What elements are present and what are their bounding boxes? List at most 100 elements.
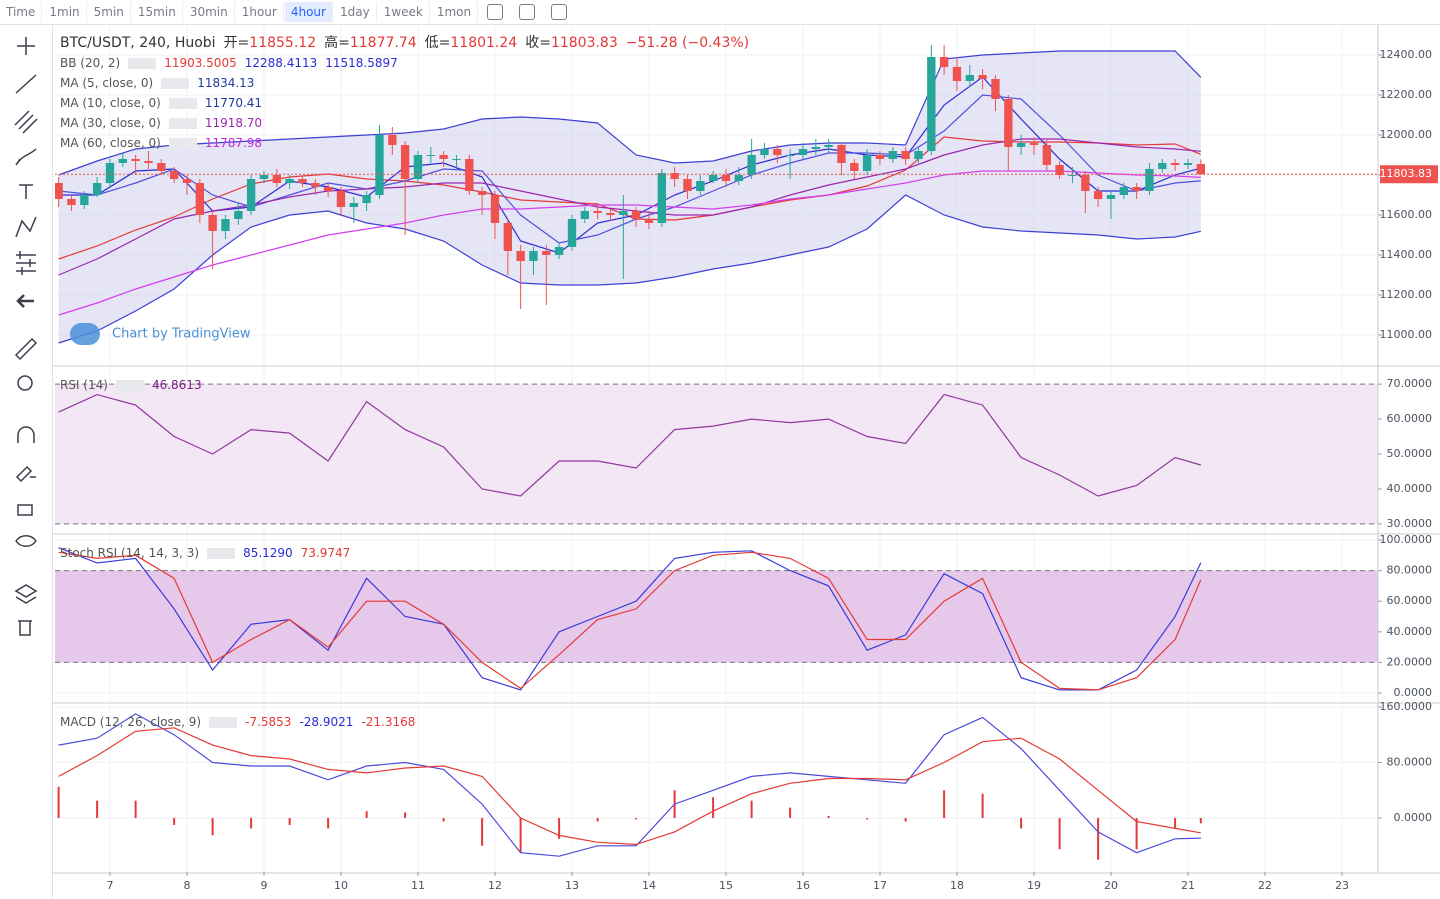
settings-icon[interactable]: [115, 380, 144, 391]
candle-body: [388, 135, 397, 145]
interval-button[interactable]: 30min: [184, 2, 235, 22]
settings-icon[interactable]: [168, 98, 197, 109]
candle-body: [465, 159, 474, 191]
x-tick-label: 9: [260, 879, 267, 892]
candle-body: [965, 75, 975, 81]
indicator-line: [58, 727, 1201, 846]
histogram-bar: [57, 786, 60, 819]
interval-button[interactable]: Time: [0, 2, 43, 22]
candle-body: [773, 149, 782, 155]
legend-row: MA (60, close, 0) 11787.98: [60, 133, 757, 153]
x-tick-label: 8: [183, 879, 190, 892]
candle-body: [349, 203, 359, 207]
candle-body: [837, 145, 846, 163]
candle-body: [375, 135, 384, 195]
prediction-icon[interactable]: [16, 251, 36, 275]
magnet-icon[interactable]: [17, 426, 35, 443]
candle-body: [105, 163, 115, 183]
y-tick-label: 70.0000: [1387, 377, 1433, 390]
settings-icon[interactable]: [168, 138, 197, 149]
lock-icon[interactable]: [17, 504, 33, 516]
candle-body: [760, 149, 769, 155]
candle-body: [490, 195, 500, 223]
histogram-bar: [1097, 818, 1100, 860]
layers-icon[interactable]: [14, 584, 38, 604]
settings-icon[interactable]: [168, 118, 197, 129]
trendline-icon[interactable]: [15, 74, 37, 94]
text-icon[interactable]: [19, 184, 33, 199]
candle-body: [939, 57, 949, 67]
histogram-bar: [1135, 818, 1138, 850]
trash-icon[interactable]: [18, 620, 32, 636]
pane: [55, 535, 1378, 702]
ruler-icon[interactable]: [14, 337, 38, 361]
indicator-value: -7.5853: [245, 715, 292, 729]
y-tick-label: 80.0000: [1387, 564, 1433, 577]
ohlc-value: 11877.74: [349, 35, 417, 51]
brush-icon[interactable]: [15, 148, 37, 166]
indicator-name: MACD (12, 26, close, 9): [60, 715, 202, 729]
interval-button[interactable]: 1min: [43, 2, 87, 22]
settings-icon[interactable]: [161, 78, 190, 89]
x-tick-label: 11: [411, 879, 425, 892]
histogram-bar: [1058, 818, 1061, 850]
interval-button[interactable]: 15min: [132, 2, 183, 22]
fib-icon[interactable]: [14, 110, 38, 134]
ohlc-value: 11801.24: [450, 35, 518, 51]
interval-button[interactable]: 5min: [88, 2, 131, 22]
candle-body: [234, 211, 243, 219]
candle-body: [272, 175, 282, 183]
settings-icon[interactable]: [207, 548, 236, 559]
x-tick-label: 23: [1335, 879, 1349, 892]
legend-row: MA (30, close, 0) 11918.70: [60, 113, 757, 133]
eye-icon[interactable]: [15, 535, 37, 547]
interval-button[interactable]: 1mon: [431, 2, 479, 22]
candle-body: [477, 191, 487, 195]
interval-button[interactable]: 1hour: [236, 2, 284, 22]
interval-button[interactable]: 1day: [334, 2, 377, 22]
legend-row: RSI (14) 46.8613: [60, 375, 210, 395]
histogram-bar: [558, 818, 561, 839]
indicators-icon[interactable]: [519, 4, 536, 20]
interval-button[interactable]: 4hour: [284, 2, 333, 22]
histogram-bar: [1020, 818, 1023, 829]
candle-body: [696, 181, 705, 191]
settings-icon[interactable]: [209, 717, 238, 728]
back-icon[interactable]: [16, 294, 34, 308]
pane: [55, 25, 1378, 365]
indicator-value: 11770.41: [204, 96, 263, 110]
crosshair-icon[interactable]: [17, 37, 35, 55]
interval-button[interactable]: 1week: [378, 2, 430, 22]
candle-body: [1029, 143, 1039, 145]
x-tick-label: 20: [1104, 879, 1118, 892]
indicator-value: -28.9021: [299, 715, 354, 729]
lock-draw-icon[interactable]: [15, 465, 36, 483]
candle-body: [1158, 163, 1167, 169]
indicator-value: 11918.70: [204, 116, 263, 130]
candle-body: [1042, 145, 1052, 165]
candle-body: [631, 211, 641, 219]
candle-body: [80, 195, 89, 205]
chart-type-icon[interactable]: [487, 4, 504, 20]
y-tick-label: 11600.00: [1380, 208, 1433, 221]
indicator-line: [58, 194, 1201, 344]
candle-body: [323, 187, 333, 191]
candle-body: [670, 173, 679, 179]
candle-body: [850, 163, 859, 171]
pattern-icon[interactable]: [15, 216, 37, 238]
candle-body: [593, 211, 602, 213]
settings-icon[interactable]: [128, 58, 157, 69]
zoom-icon[interactable]: [17, 375, 33, 391]
candle-body: [362, 195, 371, 203]
histogram-bar: [750, 800, 753, 819]
candle-body: [208, 215, 217, 231]
candle-body: [55, 183, 63, 199]
indicator-value: 46.8613: [151, 378, 202, 392]
candle-body: [721, 175, 731, 181]
x-tick-label: 22: [1258, 879, 1272, 892]
screenshot-icon[interactable]: [551, 4, 568, 20]
indicator-value: 85.1290: [243, 546, 293, 560]
candle-body: [888, 151, 898, 159]
candle-body: [1081, 175, 1090, 191]
